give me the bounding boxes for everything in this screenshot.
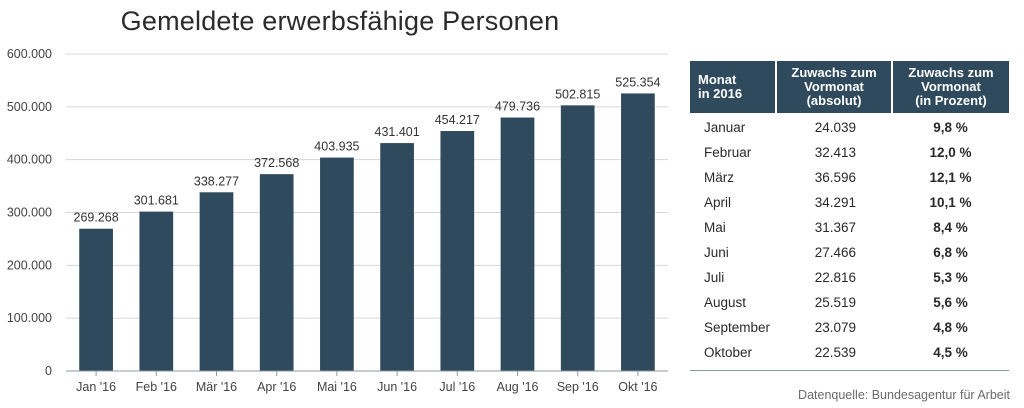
table-row: April 34.291 10,1 % <box>690 190 1009 215</box>
bar-value-label: 269.268 <box>74 211 119 225</box>
chart-title: Gemeldete erwerbsfähige Personen <box>120 6 560 36</box>
x-tick-label: Apr '16 <box>257 380 296 394</box>
table-header-row: Monat in 2016 Zuwachs zum Vormonat (absolut… <box>690 61 1009 113</box>
cell-percent: 5,3 % <box>933 270 968 285</box>
cell-percent: 9,8 % <box>933 120 968 135</box>
bar-value-label: 372.568 <box>254 156 299 170</box>
table-row: Juli 22.816 5,3 % <box>690 265 1009 290</box>
cell-absolute: 22.539 <box>814 345 857 360</box>
cell-percent: 10,1 % <box>929 195 972 210</box>
growth-table: Monat in 2016 Zuwachs zum Vormonat (absolut… <box>690 61 1009 365</box>
header-month: Monat in 2016 <box>690 61 778 113</box>
cell-month: Mai <box>704 220 726 235</box>
bar-10 <box>621 93 655 371</box>
table-row: Januar 24.039 9,8 % <box>690 113 1009 140</box>
cell-percent: 12,0 % <box>929 145 972 160</box>
table-row: September 23.079 4,8 % <box>690 315 1009 340</box>
bar-chart: 269.268 301.681 338.277 372.568 403.935 431.4… <box>7 47 668 394</box>
bar-1 <box>79 228 113 371</box>
cell-percent: 5,6 % <box>933 295 968 310</box>
y-tick-label: 600.000 <box>7 47 52 61</box>
cell-absolute: 36.596 <box>814 170 857 185</box>
bar-6 <box>380 143 414 371</box>
cell-absolute: 24.039 <box>814 120 857 135</box>
header-percent: Zuwachs zum Vormonat (in Prozent) <box>892 61 1009 113</box>
bar-value-label: 525.354 <box>615 75 660 89</box>
table-row: März 36.596 12,1 % <box>690 165 1009 190</box>
cell-month: September <box>704 320 771 335</box>
cell-month: Januar <box>704 120 746 135</box>
bar-7 <box>440 131 475 371</box>
x-axis: Jan '16 Feb '16 Mär '16 Apr '16 Mai '16 Jun '… <box>66 370 668 394</box>
x-tick-label: Okt '16 <box>618 380 657 394</box>
y-tick-label: 500.000 <box>7 100 52 114</box>
bar-8 <box>500 117 535 371</box>
table-bottom-rule <box>690 370 1009 371</box>
cell-absolute: 25.519 <box>814 295 857 310</box>
cell-absolute: 23.079 <box>814 320 857 335</box>
cell-absolute: 27.466 <box>814 245 857 260</box>
value-labels: 269.268 301.681 338.277 372.568 403.935 431.4… <box>74 75 661 224</box>
y-axis: 0 100.000 200.000 300.000 400.000 500.000 600.… <box>7 47 52 378</box>
x-tick-label: Jun '16 <box>377 380 417 394</box>
bars <box>79 93 655 372</box>
y-tick-label: 100.000 <box>7 311 52 325</box>
x-tick-label: Jan '16 <box>76 380 116 394</box>
cell-percent: 4,8 % <box>933 320 968 335</box>
y-tick-label: 0 <box>45 364 52 378</box>
cell-month: Juni <box>704 245 729 260</box>
bar-value-label: 301.681 <box>134 194 179 208</box>
table-row: Oktober 22.539 4,5 % <box>690 340 1009 365</box>
cell-month: Oktober <box>704 345 753 360</box>
bar-3 <box>199 192 234 371</box>
cell-absolute: 31.367 <box>814 220 857 235</box>
bar-value-label: 403.935 <box>314 140 359 154</box>
y-tick-label: 400.000 <box>7 153 52 167</box>
table-row: Juni 27.466 6,8 % <box>690 240 1009 265</box>
table-row: Mai 31.367 8,4 % <box>690 215 1009 240</box>
x-tick-label: Aug '16 <box>496 380 538 394</box>
y-tick-label: 300.000 <box>7 206 52 220</box>
cell-absolute: 32.413 <box>814 145 857 160</box>
bar-9 <box>560 105 595 372</box>
y-tick-label: 200.000 <box>7 258 52 272</box>
cell-month: August <box>704 295 747 310</box>
bar-value-label: 454.217 <box>435 113 480 127</box>
cell-month: Februar <box>704 145 752 160</box>
bar-value-label: 502.815 <box>555 87 600 101</box>
x-tick-label: Mär '16 <box>196 380 237 394</box>
cell-absolute: 22.816 <box>814 270 857 285</box>
header-absolute: Zuwachs zum Vormonat (absolut) <box>776 61 894 113</box>
cell-percent: 4,5 % <box>933 345 968 360</box>
bar-value-label: 338.277 <box>194 174 239 188</box>
bar-value-label: 431.401 <box>375 125 420 139</box>
bar-value-label: 479.736 <box>495 100 540 114</box>
source-note: Datenquelle: Bundesagentur für Arbeit <box>798 388 1010 402</box>
table-row: Februar 32.413 12,0 % <box>690 140 1009 165</box>
cell-month: April <box>704 195 732 210</box>
cell-absolute: 34.291 <box>814 195 857 210</box>
bar-2 <box>139 211 174 371</box>
cell-percent: 12,1 % <box>929 170 972 185</box>
bar-4 <box>259 174 294 371</box>
x-tick-label: Jul '16 <box>439 380 475 394</box>
cell-percent: 6,8 % <box>933 245 968 260</box>
cell-percent: 8,4 % <box>933 220 968 235</box>
bar-5 <box>320 157 354 371</box>
x-tick-label: Sep '16 <box>557 380 599 394</box>
x-tick-label: Mai '16 <box>317 380 357 394</box>
table-row: August 25.519 5,6 % <box>690 290 1009 315</box>
x-tick-label: Feb '16 <box>136 380 177 394</box>
cell-month: März <box>704 170 734 185</box>
cell-month: Juli <box>704 270 725 285</box>
